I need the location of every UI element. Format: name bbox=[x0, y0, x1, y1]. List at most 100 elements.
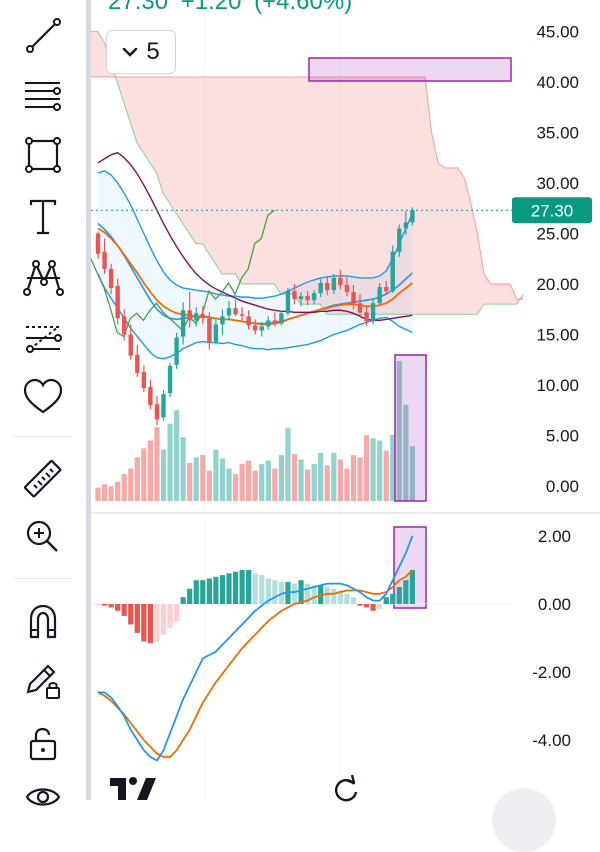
volume-bar bbox=[285, 428, 291, 501]
volume-bar bbox=[115, 481, 121, 501]
candle-body bbox=[390, 251, 395, 292]
candle-body bbox=[95, 233, 101, 254]
volume-bar bbox=[272, 468, 278, 501]
bollinger-lower-line bbox=[97, 273, 413, 360]
volume-bar bbox=[121, 474, 127, 501]
interval-label: 5 bbox=[146, 38, 160, 65]
volume-bar bbox=[252, 470, 258, 501]
volume-bar bbox=[403, 404, 409, 501]
fib-retracement-icon bbox=[26, 326, 62, 353]
pencil-lock-icon bbox=[26, 664, 60, 699]
highlight-rectangle bbox=[394, 354, 427, 502]
candle-body bbox=[397, 228, 402, 252]
horizontal-lines-icon bbox=[25, 82, 61, 111]
refresh-icon bbox=[335, 774, 358, 802]
volume-bar bbox=[324, 465, 330, 501]
favorites-tool[interactable] bbox=[16, 372, 70, 422]
volume-bar bbox=[259, 464, 265, 501]
floating-action-button[interactable] bbox=[492, 788, 556, 852]
volume-bar bbox=[213, 449, 219, 501]
chart-area[interactable]: 27.30 45.00 40.00 35.00 30.00 25.00 20.00 15.00… bbox=[0, 0, 600, 805]
measure-tool[interactable] bbox=[16, 454, 70, 504]
quote-price: 27.30 bbox=[108, 0, 169, 15]
price-axis-label: 45.00 bbox=[536, 23, 579, 42]
candle-body bbox=[285, 291, 291, 314]
zoom-in-tool[interactable] bbox=[16, 512, 70, 562]
volume-bar bbox=[298, 459, 304, 501]
pattern-tool[interactable] bbox=[16, 252, 70, 302]
macd-histogram-bar bbox=[174, 604, 180, 621]
macd-histogram-bar bbox=[141, 604, 147, 642]
candle-body bbox=[174, 337, 179, 365]
macd-histogram-bar bbox=[390, 593, 396, 604]
volume-bar bbox=[160, 449, 167, 501]
fib-retracement-tool[interactable] bbox=[16, 314, 70, 364]
volume-bar bbox=[206, 470, 212, 501]
candle-body bbox=[357, 303, 363, 313]
eye-icon bbox=[25, 788, 61, 806]
chevron-down-icon bbox=[123, 47, 138, 57]
volume-bar bbox=[396, 361, 402, 501]
candle-body bbox=[318, 282, 323, 294]
trend-line-tool[interactable] bbox=[16, 10, 70, 60]
interval-selector[interactable]: 5 bbox=[106, 30, 176, 74]
macd-histogram-bar bbox=[305, 583, 311, 604]
text-tool[interactable] bbox=[16, 192, 70, 242]
reset-chart-button[interactable] bbox=[328, 772, 364, 808]
last-price-label-bg bbox=[512, 197, 592, 224]
rectangle-icon bbox=[25, 137, 61, 173]
candle-body bbox=[102, 251, 107, 269]
candle-body bbox=[213, 324, 219, 342]
volume-bar bbox=[167, 423, 173, 501]
candle-body bbox=[410, 210, 415, 223]
ichimoku-cloud bbox=[91, 31, 524, 315]
volume-bar bbox=[337, 459, 343, 501]
volume-bar bbox=[311, 464, 317, 501]
volume-bar bbox=[95, 487, 101, 501]
macd-histogram-bar bbox=[298, 580, 304, 604]
volume-bar bbox=[187, 462, 193, 501]
price-axis-label: 15.00 bbox=[536, 326, 579, 345]
volume-bar bbox=[226, 468, 232, 501]
rectangle-tool[interactable] bbox=[16, 130, 70, 180]
macd-histogram-bar bbox=[396, 587, 402, 604]
lock-drawings-tool[interactable] bbox=[16, 718, 70, 768]
candle-body bbox=[207, 318, 212, 343]
candle-body bbox=[141, 371, 147, 389]
price-chart[interactable]: 27.30 45.00 40.00 35.00 30.00 25.00 20.00 15.00… bbox=[0, 0, 600, 800]
macd-histogram-bar bbox=[331, 588, 337, 604]
candle-body bbox=[253, 325, 258, 331]
toolbar-separator bbox=[14, 578, 72, 579]
macd-histogram-bar bbox=[363, 604, 370, 608]
macd-histogram-bar bbox=[180, 597, 186, 604]
candle-body bbox=[226, 308, 232, 316]
volume-bar bbox=[377, 440, 383, 501]
bollinger-upper-line bbox=[97, 170, 414, 299]
toolbar-separator bbox=[14, 436, 72, 437]
candle-body bbox=[298, 296, 304, 300]
volume-bar bbox=[409, 446, 415, 501]
candle-body bbox=[292, 291, 297, 300]
macd-axis-label: 0.00 bbox=[538, 595, 571, 614]
macd-signal-line bbox=[97, 569, 414, 758]
candle-body bbox=[384, 287, 389, 292]
candle-body bbox=[167, 365, 173, 394]
magnet-tool[interactable] bbox=[16, 596, 70, 646]
horizontal-lines-tool[interactable] bbox=[16, 70, 70, 120]
volume-bar bbox=[108, 486, 114, 501]
macd-histogram-bar bbox=[383, 597, 389, 604]
zoom-in-icon bbox=[26, 520, 58, 552]
volume-bar bbox=[246, 460, 252, 501]
text-icon bbox=[29, 199, 57, 235]
macd-histogram-bar bbox=[226, 573, 232, 604]
hide-drawings-tool[interactable] bbox=[16, 772, 70, 822]
price-axis-label: 5.00 bbox=[546, 427, 579, 446]
candle-body bbox=[108, 268, 114, 289]
volume-bar bbox=[200, 455, 206, 501]
quote-readout: 27.30 +1.20 (+4.60%) bbox=[108, 0, 358, 16]
candle-body bbox=[279, 313, 284, 324]
candle-body bbox=[220, 316, 225, 325]
drawing-mode-lock-tool[interactable] bbox=[16, 656, 70, 706]
volume-bar bbox=[318, 452, 324, 501]
favorite-heart-icon bbox=[23, 378, 63, 414]
